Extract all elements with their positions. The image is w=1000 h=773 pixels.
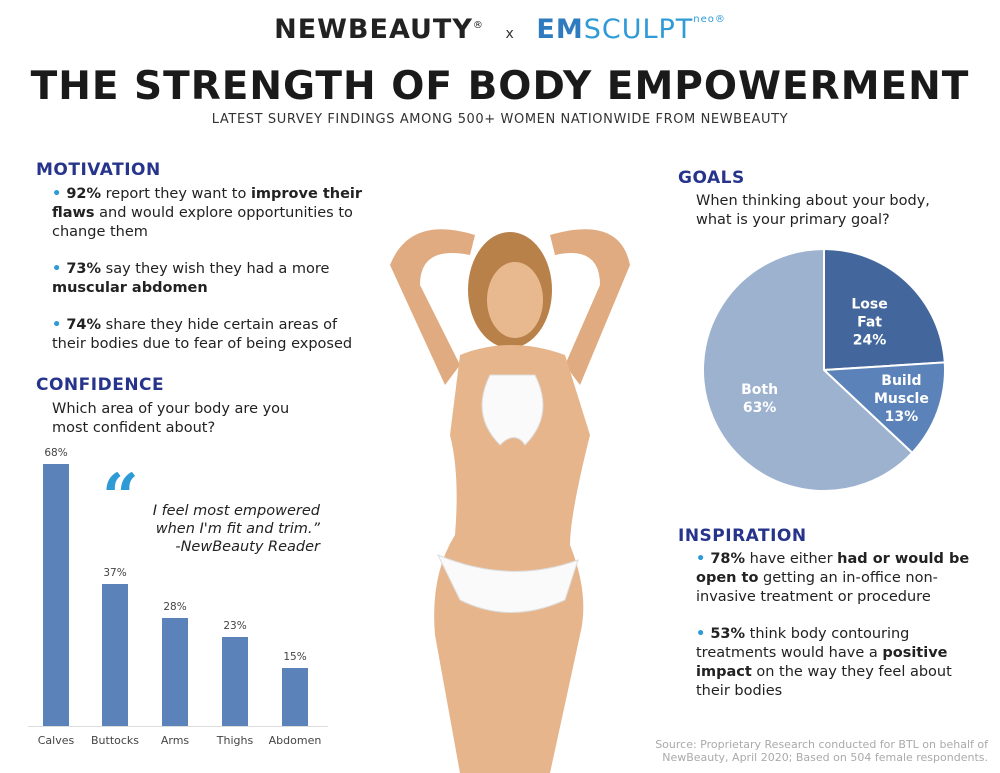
emsculpt-logo-em: EM xyxy=(536,14,584,45)
stat-text: share they hide certain areas of their b… xyxy=(52,317,353,352)
bar-calves xyxy=(43,464,69,726)
x-axis-line xyxy=(28,726,328,727)
inspiration-list: • 78% have either had or would be open t… xyxy=(696,550,976,719)
stat-item: • 92% report they want to improve their … xyxy=(52,185,372,242)
emsculpt-logo-sculpt: SCULPT xyxy=(583,14,694,45)
stat-value: 73% xyxy=(66,261,102,277)
bullet-icon: • xyxy=(52,261,67,277)
stat-text: getting an in-office non-invasive treatm… xyxy=(696,570,938,605)
bar-category-label: Abdomen xyxy=(268,734,322,747)
stat-item: • 78% have either had or would be open t… xyxy=(696,550,976,607)
confidence-bar-chart: 68% Calves 37% Buttocks 28% Arms 23% Thighs 15% A… xyxy=(0,440,340,760)
source-note: Source: Proprietary Research conducted f… xyxy=(655,738,988,764)
pie-slice-both xyxy=(702,247,914,492)
quote-text: I feel most empowered when I'm fit and t… xyxy=(152,503,320,537)
bullet-icon: • xyxy=(696,551,711,567)
logo-separator: x xyxy=(505,26,515,42)
emsculpt-logo-neo: neo® xyxy=(693,14,726,25)
stat-text: report they want to xyxy=(101,186,251,202)
confidence-question: Which area of your body are you most con… xyxy=(52,401,290,436)
bar-value-label: 15% xyxy=(283,651,307,664)
bar-thighs xyxy=(222,637,248,726)
motivation-list: • 92% report they want to improve their … xyxy=(52,185,372,372)
newbeauty-logo: NEWBEAUTY xyxy=(274,14,473,45)
page-title: THE STRENGTH OF BODY EMPOWERMENT xyxy=(30,64,970,109)
goals-question: When thinking about your body, what is y… xyxy=(696,193,930,228)
page-subtitle: LATEST SURVEY FINDINGS AMONG 500+ WOMEN … xyxy=(211,112,789,127)
bar-category-label: Calves xyxy=(37,734,75,747)
bar-category-label: Arms xyxy=(160,734,190,747)
bar-value-label: 23% xyxy=(223,620,247,633)
brand-logos: NEWBEAUTY® x EMSCULPTneo® xyxy=(0,14,1000,45)
stat-item: • 53% think body contouring treatments w… xyxy=(696,625,976,701)
quote-attribution: -NewBeauty Reader xyxy=(175,539,320,555)
bullet-icon: • xyxy=(52,186,67,202)
goals-pie-chart: Lose Fat 24% Build Muscle 13% Both 63% xyxy=(702,247,946,492)
stat-text: on the way they feel about their bodies xyxy=(696,664,952,699)
stat-value: 92% xyxy=(66,186,102,202)
stat-text: have either xyxy=(745,551,838,567)
inspiration-heading: INSPIRATION xyxy=(678,526,807,546)
stat-text: and would explore opportunities to chang… xyxy=(52,205,353,240)
bar-value-label: 68% xyxy=(44,447,68,460)
bar-buttocks xyxy=(102,583,128,726)
bullet-icon: • xyxy=(52,317,67,333)
pie-slice-value: 63% xyxy=(743,400,777,416)
stat-emphasis: had or would be open to xyxy=(696,551,970,586)
pie-slice-label: Build Muscle 13% xyxy=(874,373,929,425)
confidence-heading: CONFIDENCE xyxy=(36,375,165,395)
stat-text: say they wish they had a more xyxy=(101,261,330,277)
bar-category-label: Buttocks xyxy=(90,734,140,747)
stat-item: • 73% say they wish they had a more musc… xyxy=(52,260,372,298)
goals-heading: GOALS xyxy=(678,168,745,188)
stat-value: 78% xyxy=(710,551,746,567)
bullet-icon: • xyxy=(696,626,711,642)
quote-mark-icon: “ xyxy=(102,460,139,535)
stat-emphasis: muscular abdomen xyxy=(52,280,208,296)
pie-slice-value: 24% xyxy=(853,332,887,348)
motivation-heading: MOTIVATION xyxy=(36,160,161,180)
bar-category-label: Thighs xyxy=(216,734,254,747)
woman-photo xyxy=(390,229,630,773)
bar-value-label: 37% xyxy=(103,566,127,579)
bar-abdomen xyxy=(282,668,308,726)
reader-quote: I feel most empowered when I'm fit and t… xyxy=(130,502,320,556)
stat-text: think body contouring treatments would h… xyxy=(696,626,910,661)
stat-emphasis: improve their flaws xyxy=(52,186,363,221)
registered-mark: ® xyxy=(472,20,484,31)
pie-slice-value: 13% xyxy=(885,409,919,425)
pie-slice-build-muscle xyxy=(821,361,946,455)
pie-slice-label: Lose Fat 24% xyxy=(851,296,887,348)
bar-value-label: 28% xyxy=(163,601,187,614)
pie-slice-lose-fat xyxy=(823,247,946,372)
stat-item: • 74% share they hide certain areas of t… xyxy=(52,316,372,354)
bar-arms xyxy=(162,618,188,726)
pie-slice-label: Both 63% xyxy=(741,382,778,416)
stat-value: 53% xyxy=(710,626,746,642)
stat-value: 74% xyxy=(66,317,102,333)
stat-emphasis: positive impact xyxy=(696,645,948,680)
